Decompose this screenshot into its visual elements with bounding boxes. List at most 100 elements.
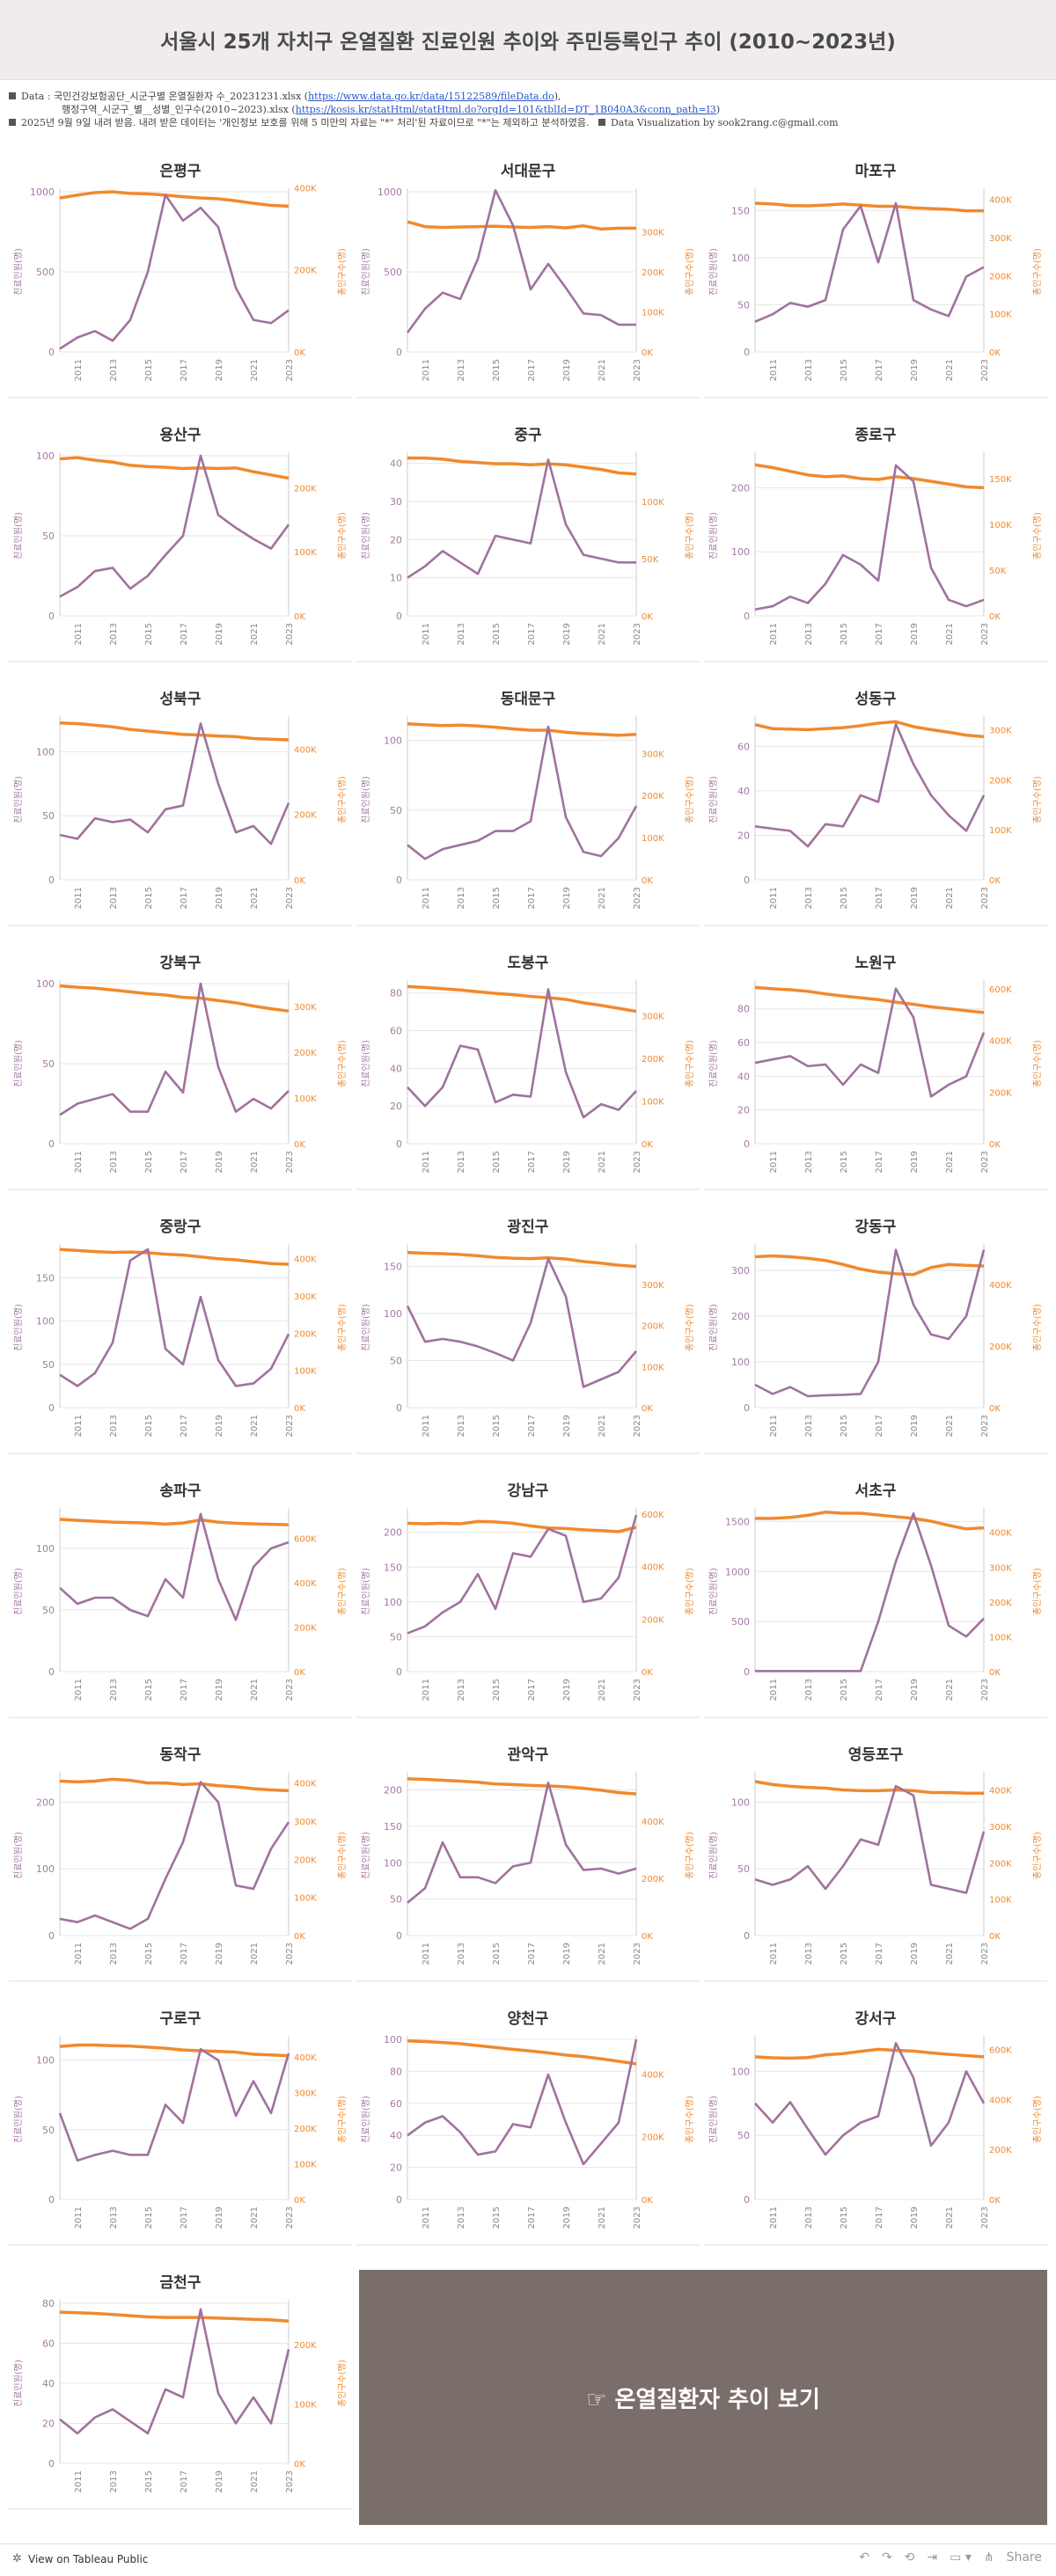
population-point[interactable] xyxy=(546,461,551,466)
patients-point[interactable] xyxy=(286,522,291,527)
population-point[interactable] xyxy=(581,1000,586,1006)
population-point[interactable] xyxy=(180,1520,186,1526)
population-point[interactable] xyxy=(251,469,256,474)
population-point[interactable] xyxy=(788,1783,793,1789)
population-point[interactable] xyxy=(145,191,150,196)
patients-point[interactable] xyxy=(616,322,621,327)
patients-point[interactable] xyxy=(752,1668,758,1673)
population-point[interactable] xyxy=(528,728,533,733)
patients-point[interactable] xyxy=(251,537,256,542)
population-point[interactable] xyxy=(216,196,221,201)
patients-point[interactable] xyxy=(163,1069,168,1074)
population-point[interactable] xyxy=(145,1781,150,1786)
patients-point[interactable] xyxy=(752,319,758,325)
population-point[interactable] xyxy=(546,1526,551,1531)
population-point[interactable] xyxy=(911,1272,916,1277)
patients-point[interactable] xyxy=(405,1630,410,1636)
patients-point[interactable] xyxy=(805,1394,810,1399)
population-point[interactable] xyxy=(251,1259,256,1264)
patients-point[interactable] xyxy=(110,1092,115,1097)
patients-point[interactable] xyxy=(770,311,775,317)
patients-point[interactable] xyxy=(858,1668,863,1673)
population-point[interactable] xyxy=(493,1519,498,1525)
population-point[interactable] xyxy=(510,727,516,732)
patients-point[interactable] xyxy=(788,1053,793,1058)
population-point[interactable] xyxy=(57,1247,62,1252)
population-point[interactable] xyxy=(145,1520,150,1526)
patients-point[interactable] xyxy=(458,560,463,565)
patients-point[interactable] xyxy=(422,1339,428,1344)
patients-point[interactable] xyxy=(128,586,133,591)
population-series-line[interactable] xyxy=(59,1248,290,1266)
patients-point[interactable] xyxy=(964,828,969,833)
population-series-line[interactable] xyxy=(59,1777,290,1793)
patients-point[interactable] xyxy=(876,260,881,265)
patients-point[interactable] xyxy=(128,1607,133,1613)
patients-point[interactable] xyxy=(788,1385,793,1390)
patients-point[interactable] xyxy=(964,1634,969,1639)
population-point[interactable] xyxy=(75,1248,80,1253)
patients-point[interactable] xyxy=(788,1668,793,1673)
population-point[interactable] xyxy=(598,1788,604,1793)
population-point[interactable] xyxy=(581,1786,586,1791)
population-point[interactable] xyxy=(92,1249,98,1255)
population-point[interactable] xyxy=(216,1519,221,1525)
population-point[interactable] xyxy=(216,2316,221,2321)
population-point[interactable] xyxy=(752,984,758,990)
patients-point[interactable] xyxy=(581,849,586,854)
patients-point[interactable] xyxy=(180,1840,186,1845)
patients-point[interactable] xyxy=(128,1926,133,1931)
patients-point[interactable] xyxy=(581,311,586,316)
patients-series-line[interactable] xyxy=(59,722,290,845)
population-point[interactable] xyxy=(581,1259,586,1264)
population-series-line[interactable] xyxy=(59,2310,290,2323)
population-point[interactable] xyxy=(911,1516,916,1521)
population-point[interactable] xyxy=(946,207,951,212)
population-point[interactable] xyxy=(964,2053,969,2058)
patients-point[interactable] xyxy=(458,1875,463,1880)
population-series-line[interactable] xyxy=(59,456,290,480)
population-point[interactable] xyxy=(981,485,986,490)
population-point[interactable] xyxy=(128,1249,133,1255)
patients-point[interactable] xyxy=(752,1877,758,1882)
patients-point[interactable] xyxy=(563,2120,568,2126)
population-point[interactable] xyxy=(286,1008,291,1014)
population-point[interactable] xyxy=(634,732,639,737)
patients-point[interactable] xyxy=(180,2120,186,2126)
population-point[interactable] xyxy=(911,724,916,729)
patients-point[interactable] xyxy=(581,2162,586,2167)
patients-series-line[interactable] xyxy=(59,2308,290,2435)
population-point[interactable] xyxy=(198,732,203,737)
population-point[interactable] xyxy=(475,224,480,230)
population-point[interactable] xyxy=(405,1520,410,1526)
patients-point[interactable] xyxy=(75,1101,80,1107)
patients-point[interactable] xyxy=(893,2040,898,2045)
patients-point[interactable] xyxy=(493,1350,498,1356)
population-point[interactable] xyxy=(163,1252,168,1257)
population-point[interactable] xyxy=(528,224,533,230)
population-point[interactable] xyxy=(92,457,98,463)
patients-point[interactable] xyxy=(493,187,498,193)
patients-point[interactable] xyxy=(198,1511,203,1517)
patients-point[interactable] xyxy=(145,269,150,274)
patients-series-line[interactable] xyxy=(754,722,986,848)
patients-point[interactable] xyxy=(893,463,898,468)
population-point[interactable] xyxy=(57,984,62,989)
population-point[interactable] xyxy=(75,2310,80,2316)
population-point[interactable] xyxy=(928,206,934,211)
patients-point[interactable] xyxy=(75,1383,80,1388)
patients-point[interactable] xyxy=(823,2152,828,2157)
patients-point[interactable] xyxy=(405,1085,410,1090)
population-point[interactable] xyxy=(840,993,846,999)
patients-point[interactable] xyxy=(563,1070,568,1075)
population-point[interactable] xyxy=(405,1776,410,1782)
patients-series-line[interactable] xyxy=(754,987,986,1098)
patients-point[interactable] xyxy=(823,297,828,303)
population-point[interactable] xyxy=(928,1265,934,1270)
population-point[interactable] xyxy=(92,2042,98,2047)
population-point[interactable] xyxy=(634,472,639,477)
patients-point[interactable] xyxy=(928,1562,934,1568)
patients-point[interactable] xyxy=(110,1920,115,1925)
population-point[interactable] xyxy=(911,2048,916,2053)
patients-point[interactable] xyxy=(75,836,80,841)
